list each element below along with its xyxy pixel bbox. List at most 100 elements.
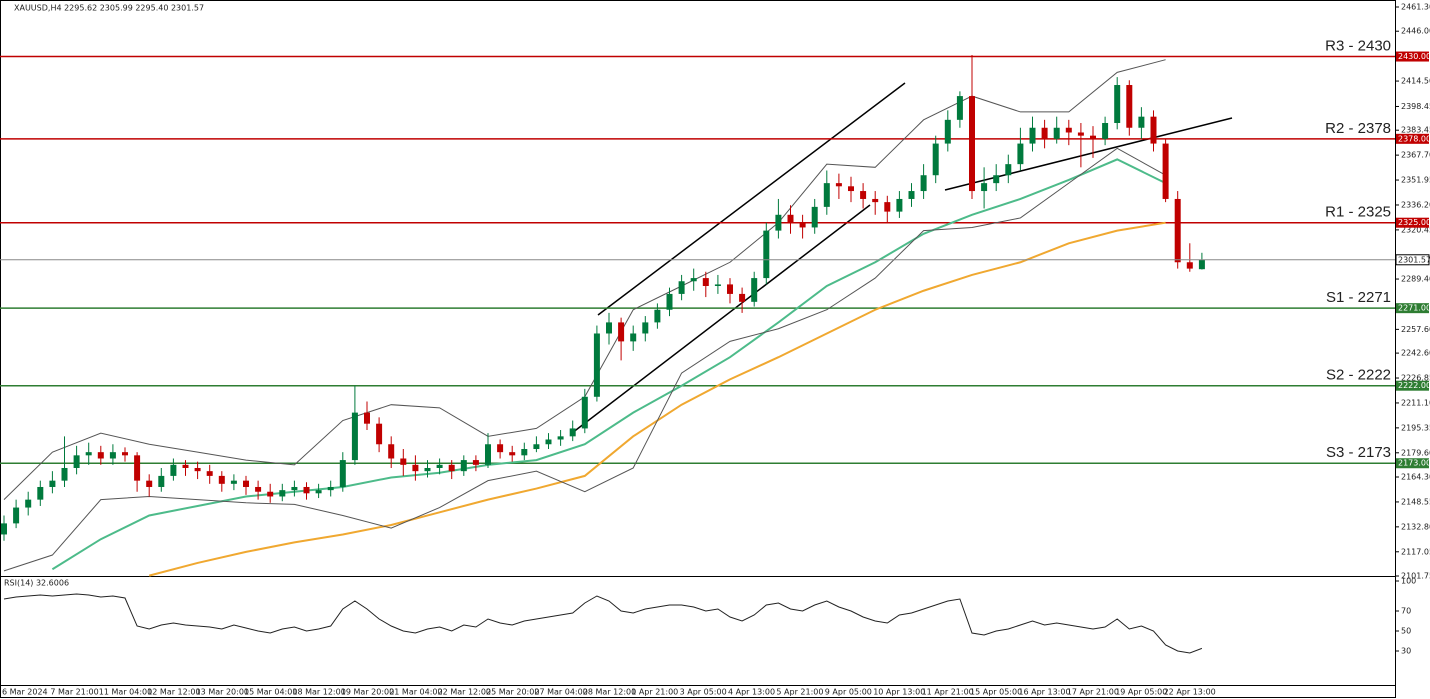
candle-body xyxy=(860,191,867,199)
candle-body xyxy=(243,480,249,487)
y-tick-label: 2367.70 xyxy=(1401,151,1430,160)
candle-body xyxy=(1186,262,1193,269)
candle-body xyxy=(654,309,661,323)
indicator-line xyxy=(3,147,1166,572)
x-tick-label: 3 Apr 05:00 xyxy=(680,688,727,697)
x-tick-label: 19 Apr 05:00 xyxy=(1115,688,1167,697)
candle-body xyxy=(97,452,104,459)
candle-body xyxy=(1029,127,1036,144)
candle-body xyxy=(1174,198,1181,263)
candle-body xyxy=(606,322,612,334)
y-tick-label: 2242.60 xyxy=(1401,349,1430,358)
price-tag: 2301.57 xyxy=(1398,255,1430,264)
candle-body xyxy=(1126,85,1133,128)
y-tick-label: 2336.20 xyxy=(1401,200,1430,209)
y-tick-label: 2211.10 xyxy=(1401,398,1430,407)
candle-body xyxy=(678,281,685,294)
candle-body xyxy=(557,436,564,440)
candle-body xyxy=(424,467,431,472)
level-label: R2 - 2378 xyxy=(1325,120,1391,137)
rsi-line xyxy=(3,593,1203,654)
candle-body xyxy=(497,444,504,453)
x-tick-label: 9 Apr 05:00 xyxy=(825,688,872,697)
candle-body xyxy=(775,214,782,231)
candle-body xyxy=(509,452,516,456)
candle-body xyxy=(1114,85,1121,123)
candle-body xyxy=(327,486,334,491)
x-tick-label: 4 Apr 13:00 xyxy=(728,688,775,697)
x-tick-label: 19 Mar 20:00 xyxy=(341,688,394,697)
candle-body xyxy=(690,278,697,282)
candle-body xyxy=(1198,259,1205,270)
x-tick-label: 13 Mar 20:00 xyxy=(196,688,249,697)
candle-body xyxy=(158,475,165,487)
x-tick-label: 25 Mar 20:00 xyxy=(486,688,539,697)
candle-body xyxy=(908,191,915,199)
x-tick-label: 17 Apr 21:00 xyxy=(1067,688,1119,697)
candle-body xyxy=(787,214,794,223)
frame xyxy=(0,0,1396,698)
candle-body xyxy=(218,475,225,484)
candle-body xyxy=(1065,127,1072,133)
candle-body xyxy=(255,486,262,492)
indicator-line xyxy=(3,59,1166,500)
level-tag: 2430.00 xyxy=(1398,52,1430,61)
x-tick-label: 15 Apr 05:00 xyxy=(970,688,1022,697)
candle-body xyxy=(944,119,951,144)
candle-body xyxy=(872,198,879,203)
x-tick-label: 6 Mar 2024 xyxy=(2,688,48,697)
x-tick-label: 28 Mar 12:00 xyxy=(583,688,636,697)
candle-body xyxy=(472,460,479,465)
candle-body xyxy=(1,523,7,535)
candle-body xyxy=(448,464,455,472)
candle-body xyxy=(122,452,128,456)
candle-body xyxy=(1102,122,1109,139)
candle-body xyxy=(485,444,491,465)
level-tag: 2271.00 xyxy=(1398,304,1430,313)
candle-body xyxy=(993,175,1000,184)
x-tick-label: 27 Mar 04:00 xyxy=(534,688,587,697)
y-tick-label: 30 xyxy=(1401,647,1411,656)
level-tag: 2378.00 xyxy=(1398,134,1430,143)
candle-body xyxy=(1017,143,1024,165)
candle-body xyxy=(533,444,540,450)
candle-body xyxy=(618,322,625,342)
candle-body xyxy=(884,202,891,212)
candle-body xyxy=(25,499,32,508)
candle-body xyxy=(521,449,528,456)
level-label: R1 - 2325 xyxy=(1325,204,1391,221)
candle-body xyxy=(364,412,370,424)
level-tag-box xyxy=(1396,458,1429,469)
x-tick-label: 18 Mar 12:00 xyxy=(292,688,345,697)
candle-body xyxy=(400,458,407,465)
candle-body xyxy=(194,467,201,472)
candle-body xyxy=(630,333,637,342)
x-tick-label: 12 Mar 12:00 xyxy=(147,688,200,697)
candle-body xyxy=(134,455,141,481)
y-tick-label: 2101.75 xyxy=(1401,572,1430,581)
chart-title: XAUUSD,H4 2295.62 2305.99 2295.40 2301.5… xyxy=(14,4,204,13)
candle-body xyxy=(702,278,709,287)
y-tick-label: 2414.50 xyxy=(1401,77,1430,86)
y-tick-label: 2257.60 xyxy=(1401,325,1430,334)
level-label: R3 - 2430 xyxy=(1325,38,1391,55)
candle-body xyxy=(932,143,939,176)
candle-body xyxy=(666,293,673,310)
candle-body xyxy=(739,293,746,302)
y-tick-label: 2117.05 xyxy=(1401,547,1430,556)
candle-body xyxy=(170,464,177,476)
y-tick-label: 2148.55 xyxy=(1401,497,1430,506)
candle-body xyxy=(182,464,189,468)
candle-body xyxy=(969,96,975,192)
price-tag-box xyxy=(1395,254,1430,266)
candle-body xyxy=(412,464,419,472)
candle-body xyxy=(230,480,237,484)
candle-body xyxy=(267,491,274,497)
candle-body xyxy=(1077,132,1084,136)
candle-body xyxy=(351,412,358,461)
x-tick-label: 22 Apr 13:00 xyxy=(1164,688,1216,697)
candle-body xyxy=(85,452,92,456)
candle-body xyxy=(727,284,733,294)
candle-body xyxy=(593,333,600,397)
